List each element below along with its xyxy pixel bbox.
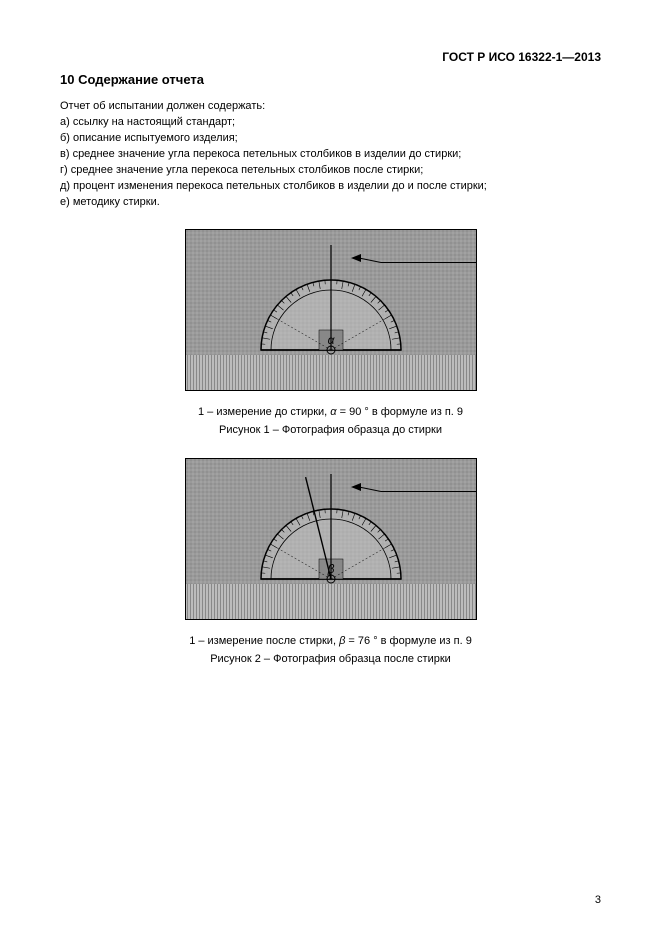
figure-2-image: β 1	[185, 458, 477, 620]
protractor-diagram-icon: β	[186, 459, 476, 619]
section-number: 10	[60, 72, 74, 87]
list-item: г) среднее значение угла перекоса петель…	[60, 163, 601, 179]
protractor-diagram-icon: α	[186, 230, 476, 390]
section-title: Содержание отчета	[78, 72, 204, 87]
caption-text: = 76 ° в формуле из п. 9	[345, 635, 471, 647]
section-heading: 10 Содержание отчета	[60, 72, 601, 87]
figure-1-title: Рисунок 1 – Фотография образца до стирки	[60, 424, 601, 436]
list-item: а) ссылку на настоящий стандарт;	[60, 115, 601, 131]
page: ГОСТ Р ИСО 16322-1—2013 10 Содержание от…	[0, 0, 661, 936]
callout-leader-line	[381, 491, 477, 492]
list-item: б) описание испытуемого изделия;	[60, 131, 601, 147]
figure-2-title: Рисунок 2 – Фотография образца после сти…	[60, 653, 601, 665]
page-number: 3	[595, 894, 601, 906]
figure-2-caption: 1 – измерение после стирки, β = 76 ° в ф…	[60, 635, 601, 647]
report-contents: Отчет об испытании должен содержать: а) …	[60, 99, 601, 211]
figure-2-container: β 1	[60, 458, 601, 625]
caption-text: = 90 ° в формуле из п. 9	[337, 406, 463, 418]
document-id: ГОСТ Р ИСО 16322-1—2013	[60, 50, 601, 64]
figure-1-container: α 1	[60, 229, 601, 396]
figure-1-caption: 1 – измерение до стирки, α = 90 ° в форм…	[60, 406, 601, 418]
caption-text: 1 – измерение до стирки,	[198, 406, 330, 418]
intro-line: Отчет об испытании должен содержать:	[60, 99, 601, 115]
figure-1-image: α 1	[185, 229, 477, 391]
caption-text: 1 – измерение после стирки,	[189, 635, 339, 647]
list-item: д) процент изменения перекоса петельных …	[60, 179, 601, 195]
list-item: е) методику стирки.	[60, 195, 601, 211]
list-item: в) среднее значение угла перекоса петель…	[60, 147, 601, 163]
callout-leader-line	[381, 262, 477, 263]
